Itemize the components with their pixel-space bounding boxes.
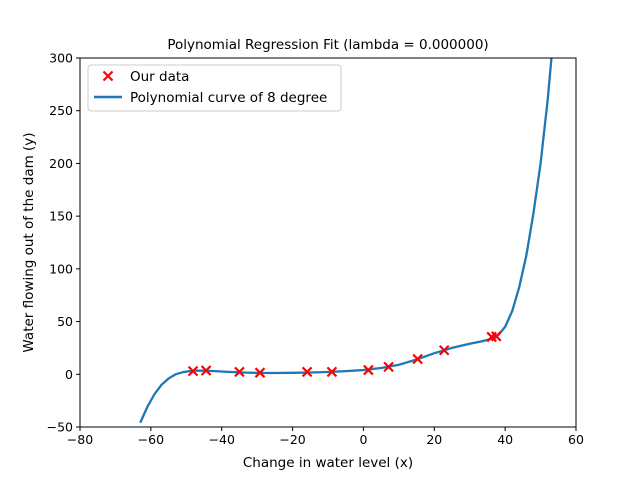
axes-frame <box>79 57 577 428</box>
y-tick-label: 200 <box>49 156 73 171</box>
x-tick-label: −60 <box>138 432 164 447</box>
y-tick-label: 100 <box>49 261 73 276</box>
x-tick-label: −40 <box>209 432 235 447</box>
y-axis: −50 0 50 100 150 200 250 300 <box>47 51 80 435</box>
data-point <box>412 353 423 365</box>
legend-label-polynomial: Polynomial curve of 8 degree <box>130 90 327 106</box>
y-tick-label: 150 <box>49 209 73 224</box>
x-axis: −80 −60 −40 −20 0 20 40 60 <box>67 427 584 447</box>
legend-label-our-data: Our data <box>130 69 189 85</box>
data-point <box>326 366 338 378</box>
data-point <box>491 331 502 342</box>
legend-box <box>87 64 342 112</box>
data-point <box>234 366 245 378</box>
data-point <box>301 366 313 378</box>
data-point <box>187 365 199 377</box>
data-point <box>383 361 394 373</box>
data-point <box>254 367 266 378</box>
x-tick-label: −20 <box>279 432 305 447</box>
legend-marker-x <box>102 70 114 82</box>
data-point <box>438 344 450 356</box>
y-tick-label: 250 <box>49 103 73 118</box>
x-axis-label: Change in water level (x) <box>243 455 413 471</box>
y-axis-label: Water flowing out of the dam (y) <box>21 132 37 352</box>
plot-area <box>139 58 553 424</box>
series-line-polynomial <box>139 58 553 424</box>
y-tick-label: 300 <box>49 51 73 66</box>
y-tick-label: 0 <box>65 367 73 382</box>
data-point <box>363 364 374 376</box>
chart-title: Polynomial Regression Fit (lambda = 0.00… <box>167 37 488 53</box>
y-tick-label: 50 <box>57 314 73 329</box>
x-tick-label: 40 <box>497 432 513 447</box>
legend-marker-our-data <box>102 70 114 82</box>
x-tick-label: 60 <box>568 432 584 447</box>
y-tick-label: −50 <box>47 420 73 435</box>
data-point <box>200 365 212 376</box>
legend: Our data Polynomial curve of 8 degree <box>87 64 342 112</box>
x-tick-label: 0 <box>359 432 367 447</box>
x-tick-label: 20 <box>426 432 442 447</box>
x-tick-label: −80 <box>67 432 93 447</box>
